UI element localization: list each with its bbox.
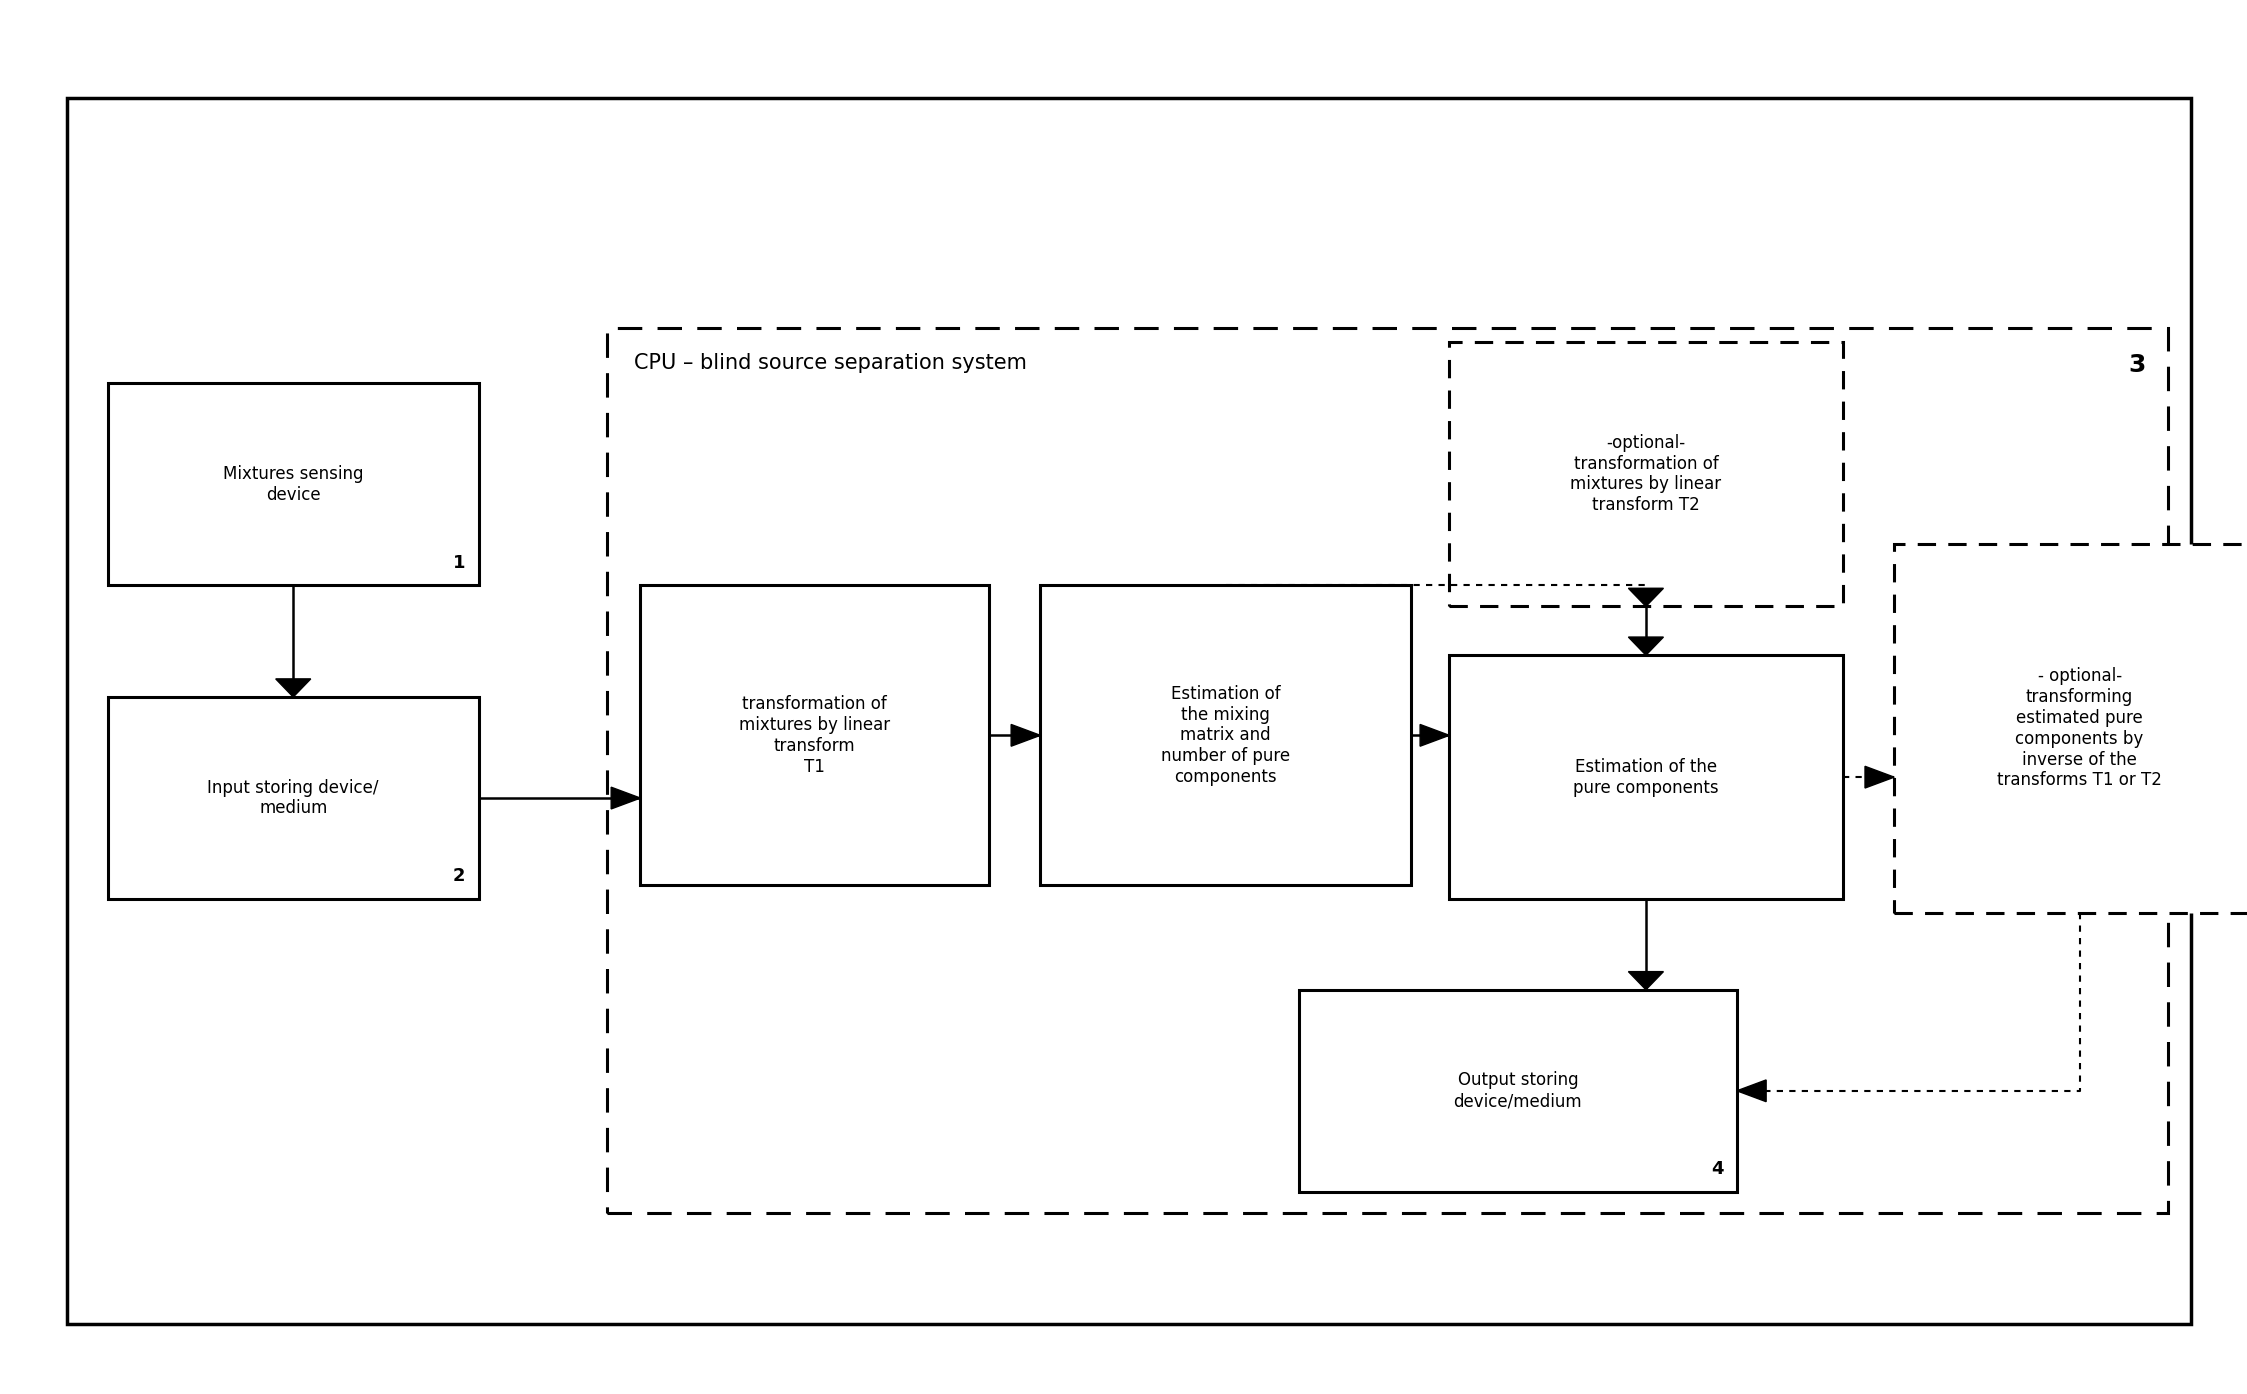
Text: 3: 3 (2128, 353, 2146, 376)
Text: - optional-
transforming
estimated pure
components by
inverse of the
transforms : - optional- transforming estimated pure … (1998, 668, 2162, 789)
FancyBboxPatch shape (1449, 342, 1843, 606)
Polygon shape (611, 788, 640, 809)
Text: Estimation of
the mixing
matrix and
number of pure
components: Estimation of the mixing matrix and numb… (1162, 684, 1290, 786)
Polygon shape (1420, 725, 1449, 746)
FancyBboxPatch shape (108, 697, 479, 899)
Polygon shape (1011, 725, 1040, 746)
Text: 4: 4 (1710, 1160, 1723, 1178)
Polygon shape (1865, 767, 1894, 788)
Polygon shape (1629, 588, 1663, 606)
Text: Estimation of the
pure components: Estimation of the pure components (1573, 758, 1719, 796)
Polygon shape (1629, 972, 1663, 990)
FancyBboxPatch shape (1040, 585, 1411, 885)
FancyBboxPatch shape (1449, 655, 1843, 899)
FancyBboxPatch shape (1894, 544, 2247, 913)
Text: 2: 2 (452, 867, 465, 885)
Polygon shape (1629, 637, 1663, 655)
Text: Mixtures sensing
device: Mixtures sensing device (222, 466, 364, 503)
Text: transformation of
mixtures by linear
transform
T1: transformation of mixtures by linear tra… (739, 696, 890, 775)
FancyBboxPatch shape (1299, 990, 1737, 1192)
FancyBboxPatch shape (108, 383, 479, 585)
Polygon shape (276, 679, 310, 697)
FancyBboxPatch shape (67, 98, 2191, 1324)
Text: -optional-
transformation of
mixtures by linear
transform T2: -optional- transformation of mixtures by… (1571, 434, 1721, 514)
FancyBboxPatch shape (640, 585, 989, 885)
Text: Output storing
device/medium: Output storing device/medium (1454, 1072, 1582, 1110)
Polygon shape (1737, 1080, 1766, 1101)
Text: Input storing device/
medium: Input storing device/ medium (207, 779, 380, 817)
Text: 1: 1 (452, 553, 465, 572)
Text: CPU – blind source separation system: CPU – blind source separation system (634, 353, 1027, 372)
